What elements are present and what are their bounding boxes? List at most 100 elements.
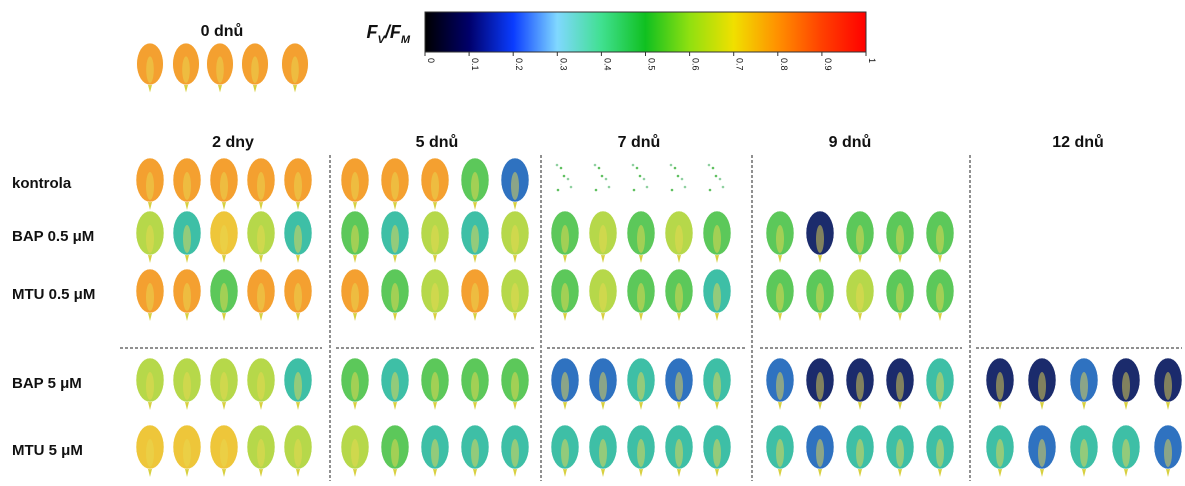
column-header: 7 dnů — [618, 134, 661, 151]
leaf-vein — [1164, 372, 1172, 400]
tick-label: 0.3 — [558, 58, 568, 71]
tick-label: 0.5 — [647, 58, 657, 71]
speck — [605, 178, 608, 181]
tick-label: 0 — [426, 58, 436, 63]
leaf-vein — [996, 439, 1004, 467]
leaf-vein — [896, 225, 904, 253]
leaf-vein — [816, 439, 824, 467]
leaf-vein — [816, 283, 824, 311]
figure: 0 dnů FV/FM 00.10.20.30.40.50.60.70.80.9… — [0, 0, 1185, 481]
leaf-vein — [713, 283, 721, 311]
leaf-vein — [431, 372, 439, 400]
leaf-vein — [220, 439, 228, 467]
leaf-vein — [936, 372, 944, 400]
leaf-vein — [561, 283, 569, 311]
speck — [556, 164, 559, 167]
leaf-vein — [896, 439, 904, 467]
leaf-vein — [936, 225, 944, 253]
leaf-vein — [1080, 439, 1088, 467]
leaf-vein — [511, 225, 519, 253]
speck — [632, 164, 635, 167]
leaf-vein — [1164, 439, 1172, 467]
leaf-vein — [713, 372, 721, 400]
leaf-vein — [216, 56, 224, 83]
leaf-vein — [471, 439, 479, 467]
tick-label: 0.4 — [602, 58, 612, 71]
leaf-vein — [351, 283, 359, 311]
row-label: kontrola — [12, 175, 72, 192]
leaf-vein — [816, 225, 824, 253]
leaf-vein — [1038, 372, 1046, 400]
leaf-vein — [257, 225, 265, 253]
speck — [709, 189, 712, 192]
leaf-vein — [776, 283, 784, 311]
leaf-vein — [146, 225, 154, 253]
speck — [681, 178, 684, 181]
leaf-vein — [856, 372, 864, 400]
column-header: 12 dnů — [1052, 134, 1104, 151]
leaf-vein — [351, 372, 359, 400]
leaf-vein — [637, 439, 645, 467]
speck — [677, 175, 680, 178]
leaf-vein — [251, 56, 259, 83]
leaf-vein — [1122, 372, 1130, 400]
leaf-vein — [856, 225, 864, 253]
leaf-vein — [183, 172, 191, 200]
tick-label: 1 — [867, 58, 877, 63]
leaf-vein — [146, 283, 154, 311]
column-header: 2 dny — [212, 134, 254, 151]
leaf-vein — [431, 439, 439, 467]
leaf-vein — [146, 439, 154, 467]
leaf-vein — [294, 172, 302, 200]
leaf-vein — [675, 225, 683, 253]
leaf-vein — [183, 283, 191, 311]
leaf-vein — [182, 56, 190, 83]
leaf-images — [136, 43, 1182, 477]
leaf-vein — [816, 372, 824, 400]
leaf-vein — [776, 372, 784, 400]
leaf-vein — [776, 225, 784, 253]
initial-label: 0 dnů — [201, 23, 244, 40]
speck — [722, 186, 725, 189]
speck — [601, 175, 604, 178]
leaf-vein — [294, 283, 302, 311]
title-part: M — [401, 34, 411, 46]
leaf-vein — [146, 56, 154, 83]
leaf-vein — [561, 372, 569, 400]
speck — [557, 189, 560, 192]
leaf-vein — [431, 225, 439, 253]
leaf-vein — [351, 225, 359, 253]
leaf-vein — [896, 372, 904, 400]
leaf-vein — [511, 439, 519, 467]
leaf-vein — [511, 172, 519, 200]
tick-label: 0.9 — [823, 58, 833, 71]
speck — [567, 178, 570, 181]
leaf-vein — [599, 225, 607, 253]
speck — [633, 189, 636, 192]
leaf-vein — [391, 439, 399, 467]
leaf-vein — [936, 439, 944, 467]
leaf-vein — [391, 372, 399, 400]
leaf-vein — [1122, 439, 1130, 467]
title-part: /F — [384, 22, 402, 42]
leaf-vein — [183, 439, 191, 467]
leaf-vein — [1038, 439, 1046, 467]
leaf-vein — [391, 225, 399, 253]
speck — [712, 167, 715, 170]
colorbar-title: FV/FM — [366, 22, 410, 46]
speck — [671, 189, 674, 192]
speck — [608, 186, 611, 189]
leaf-vein — [936, 283, 944, 311]
leaf-vein — [471, 172, 479, 200]
leaf-vein — [856, 439, 864, 467]
leaf-vein — [220, 283, 228, 311]
leaf-vein — [896, 283, 904, 311]
speck — [670, 164, 673, 167]
leaf-vein — [294, 372, 302, 400]
speck — [708, 164, 711, 167]
leaf-vein — [294, 439, 302, 467]
row-label: MTU 0.5 μM — [12, 286, 95, 303]
speck — [715, 175, 718, 178]
leaf-vein — [431, 172, 439, 200]
leaf-vein — [511, 372, 519, 400]
